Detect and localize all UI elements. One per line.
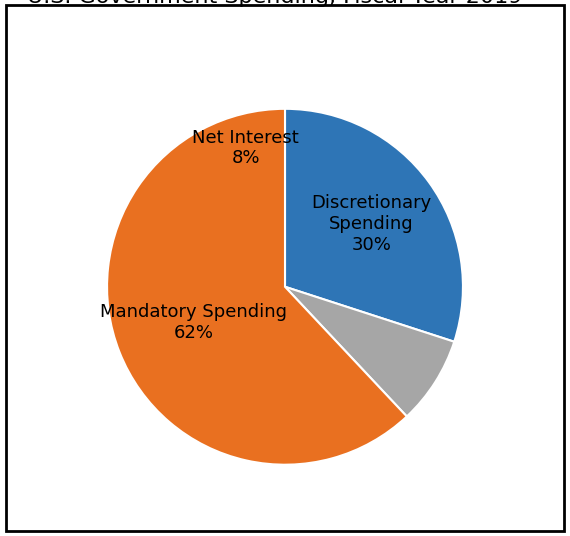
Text: U.S. Government Spending, Fiscal Year 2019: U.S. Government Spending, Fiscal Year 20… — [27, 0, 522, 6]
Text: Net Interest
8%: Net Interest 8% — [193, 129, 299, 167]
Wedge shape — [285, 287, 454, 416]
Wedge shape — [107, 109, 407, 465]
Text: Mandatory Spending
62%: Mandatory Spending 62% — [100, 303, 287, 342]
Wedge shape — [285, 109, 463, 342]
Text: Discretionary
Spending
30%: Discretionary Spending 30% — [311, 194, 431, 254]
